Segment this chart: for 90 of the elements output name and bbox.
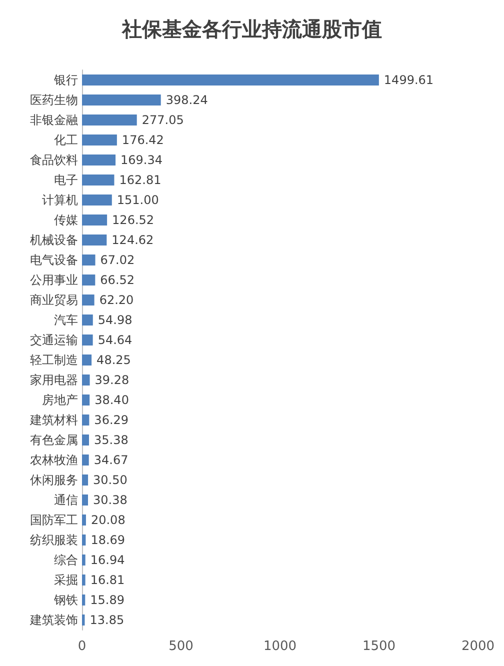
bar <box>82 274 96 286</box>
data-label: 39.28 <box>94 373 130 387</box>
y-tick-label: 综合 <box>54 553 78 567</box>
bar <box>82 234 107 246</box>
y-tick-label: 钢铁 <box>53 593 78 607</box>
bar <box>82 494 88 506</box>
y-tick-label: 纺织服装 <box>30 533 78 547</box>
bar <box>82 514 86 526</box>
x-tick-label: 1000 <box>263 639 297 654</box>
data-label: 38.40 <box>94 393 129 407</box>
data-label: 34.67 <box>94 453 128 467</box>
y-tick-label: 轻工制造 <box>30 353 78 367</box>
y-tick-label: 农林牧渔 <box>30 453 78 467</box>
data-label: 67.02 <box>100 253 135 267</box>
data-label: 30.38 <box>93 493 128 507</box>
bar <box>82 114 137 126</box>
data-label: 18.69 <box>90 533 126 547</box>
data-label: 62.20 <box>99 293 134 307</box>
bar <box>82 94 161 106</box>
bar <box>82 154 116 166</box>
bar <box>82 434 90 446</box>
bar <box>82 174 114 186</box>
bar <box>82 594 86 606</box>
y-tick-label: 医药生物 <box>30 93 78 107</box>
y-tick-label: 电子 <box>54 173 78 187</box>
data-label: 126.52 <box>112 213 154 227</box>
bar <box>82 454 89 466</box>
y-tick-label: 建筑材料 <box>29 413 78 427</box>
y-tick-label: 国防军工 <box>30 513 78 527</box>
x-tick-label: 500 <box>168 639 194 654</box>
data-label: 162.81 <box>119 173 162 187</box>
y-tick-label: 采掘 <box>54 573 78 587</box>
y-tick-label: 食品饮料 <box>30 153 78 167</box>
data-label: 13.85 <box>90 613 124 627</box>
bar <box>82 474 88 486</box>
data-label: 16.81 <box>90 573 125 587</box>
data-label: 54.64 <box>98 333 132 347</box>
y-tick-label: 建筑装饰 <box>29 613 78 627</box>
bar <box>82 254 96 266</box>
bar <box>82 214 108 226</box>
data-label: 1499.61 <box>384 73 434 87</box>
data-label: 398.24 <box>166 93 208 107</box>
y-tick-label: 非银金融 <box>30 113 78 127</box>
x-tick-label: 0 <box>78 639 86 654</box>
data-label: 16.94 <box>90 553 125 567</box>
data-label: 36.29 <box>94 413 129 427</box>
bar <box>82 134 117 146</box>
y-tick-label: 房地产 <box>42 393 78 407</box>
y-tick-label: 电气设备 <box>30 253 78 267</box>
y-tick-label: 家用电器 <box>30 373 78 387</box>
y-tick-label: 化工 <box>54 133 78 147</box>
data-label: 66.52 <box>100 273 135 287</box>
bar <box>82 414 90 426</box>
y-tick-label: 计算机 <box>42 193 78 207</box>
data-label: 124.62 <box>112 233 154 247</box>
y-tick-label: 机械设备 <box>30 233 78 247</box>
y-tick-label: 有色金属 <box>30 433 78 447</box>
data-label: 20.08 <box>90 513 126 527</box>
data-label: 176.42 <box>122 133 164 147</box>
bar <box>82 314 93 326</box>
y-tick-label: 交通运输 <box>30 333 78 347</box>
bar <box>82 534 86 546</box>
data-label: 48.25 <box>96 353 131 367</box>
x-tick-label: 1500 <box>362 639 396 654</box>
bar <box>82 334 93 346</box>
bar <box>82 74 379 86</box>
bar <box>82 614 85 626</box>
x-tick-label: 2000 <box>461 639 495 654</box>
data-label: 54.98 <box>98 313 132 327</box>
bar <box>82 354 92 366</box>
data-label: 277.05 <box>142 113 184 127</box>
y-tick-label: 通信 <box>54 493 78 507</box>
bar <box>82 574 86 586</box>
chart-title: 社保基金各行业持流通股市值 <box>121 17 382 41</box>
data-label: 35.38 <box>94 433 128 447</box>
data-label: 30.50 <box>93 473 128 487</box>
y-tick-label: 传媒 <box>54 213 78 227</box>
data-label: 15.89 <box>90 593 125 607</box>
data-label: 169.34 <box>120 153 163 167</box>
y-tick-label: 公用事业 <box>30 273 78 287</box>
bar <box>82 554 86 566</box>
y-tick-label: 休闲服务 <box>30 473 78 487</box>
y-tick-label: 汽车 <box>54 313 78 327</box>
bar <box>82 194 112 206</box>
data-label: 151.00 <box>116 193 159 207</box>
bar <box>82 374 90 386</box>
bar <box>82 394 90 406</box>
y-tick-label: 银行 <box>53 73 78 87</box>
y-tick-label: 商业贸易 <box>30 293 78 307</box>
bar <box>82 294 94 306</box>
